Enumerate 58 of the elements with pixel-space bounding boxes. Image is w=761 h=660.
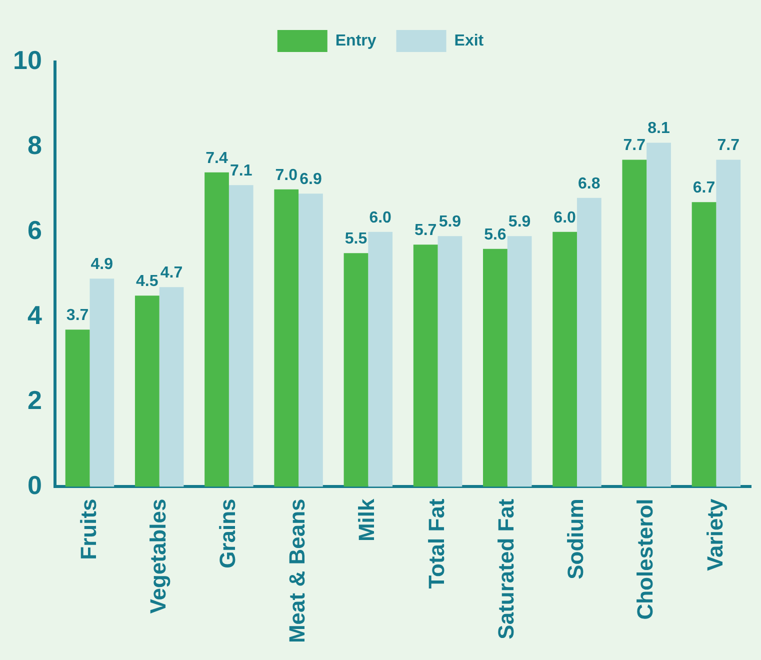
x-tick-label: Vegetables	[145, 498, 170, 614]
x-tick-label: Cholesterol	[632, 498, 658, 620]
y-tick-label: 8	[27, 130, 42, 160]
y-tick-label: 0	[27, 470, 42, 500]
bar	[204, 172, 229, 487]
data-label: 6.8	[578, 175, 600, 192]
data-label: 4.5	[136, 273, 158, 290]
x-tick-label: Total Fat	[424, 498, 449, 589]
x-tick-label: Saturated Fat	[493, 498, 518, 640]
bar	[228, 185, 254, 487]
x-tick-label: Milk	[354, 498, 380, 542]
data-label: 3.7	[66, 306, 89, 324]
data-label: 4.9	[90, 256, 114, 274]
y-tick-label: 10	[13, 45, 42, 76]
legend-label: Entry	[335, 32, 376, 50]
bar	[646, 142, 671, 487]
bar	[159, 287, 184, 487]
bar	[622, 160, 647, 487]
bar	[576, 198, 602, 487]
data-label: 5.9	[438, 214, 462, 231]
bar	[552, 232, 577, 487]
legend-label: Exit	[454, 32, 484, 50]
x-tick-label: Variety	[702, 498, 728, 571]
data-label: 7.1	[230, 162, 252, 180]
data-label: 4.7	[160, 264, 183, 282]
bar	[274, 189, 299, 487]
bar	[134, 296, 160, 487]
x-tick-label: Sodium	[563, 498, 588, 580]
bar	[65, 330, 90, 487]
data-label: 7.7	[623, 137, 646, 154]
bar	[344, 253, 368, 487]
y-tick-label: 2	[27, 384, 42, 415]
data-label: 7.4	[206, 150, 228, 167]
x-tick-label: Grains	[215, 498, 240, 568]
data-label: 5.6	[484, 226, 506, 244]
data-label: 6.7	[692, 180, 716, 197]
data-label: 5.7	[414, 222, 437, 240]
bar	[413, 244, 438, 487]
bar	[368, 232, 393, 487]
data-label: 8.1	[648, 120, 670, 138]
x-tick-label: Meat & Beans	[284, 498, 310, 644]
bar	[90, 278, 114, 487]
data-label: 7.7	[717, 137, 740, 154]
data-label: 5.9	[508, 214, 531, 231]
data-label: 6.0	[369, 209, 392, 226]
data-label: 7.0	[275, 166, 298, 184]
bar	[298, 194, 323, 487]
y-tick-label: 4	[27, 300, 42, 330]
bar	[692, 202, 716, 487]
x-tick-label: Fruits	[76, 498, 101, 560]
bar	[483, 248, 508, 487]
data-label: 5.5	[344, 230, 368, 248]
y-tick-label: 6	[27, 215, 42, 246]
bar	[716, 160, 741, 487]
bar	[507, 236, 532, 487]
data-label: 6.0	[554, 209, 576, 226]
data-label: 6.9	[300, 171, 322, 188]
bar	[438, 236, 462, 487]
